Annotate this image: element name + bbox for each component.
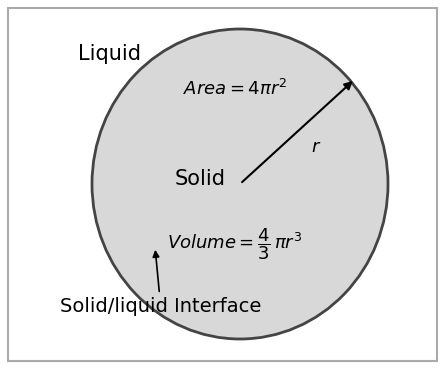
Text: Solid/liquid Interface: Solid/liquid Interface	[60, 252, 261, 316]
Text: Liquid: Liquid	[78, 44, 141, 64]
Text: r: r	[312, 138, 319, 156]
Text: Solid: Solid	[174, 169, 226, 189]
Text: $\mathit{Volume} = \dfrac{4}{3}\,\pi r^3$: $\mathit{Volume} = \dfrac{4}{3}\,\pi r^3…	[167, 226, 303, 262]
Text: $\mathit{Area} = 4\pi r^2$: $\mathit{Area} = 4\pi r^2$	[183, 79, 287, 99]
Ellipse shape	[92, 29, 388, 339]
